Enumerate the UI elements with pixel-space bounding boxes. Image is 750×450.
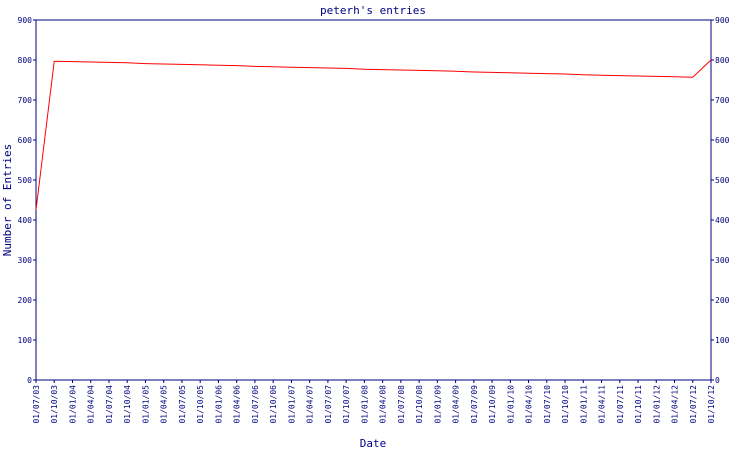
x-tick-label: 01/04/08 <box>379 385 388 424</box>
x-tick-label: 01/04/05 <box>160 385 169 424</box>
x-tick-label: 01/01/04 <box>68 385 77 424</box>
y-tick-label: 500 <box>18 176 33 185</box>
x-tick-label: 01/10/08 <box>415 385 424 424</box>
x-tick-label: 01/04/12 <box>671 385 680 424</box>
y2-tick-label: 600 <box>715 136 730 145</box>
x-tick-label: 01/07/09 <box>470 385 479 424</box>
y2-tick-label: 0 <box>715 376 720 385</box>
y2-tick-label: 800 <box>715 56 730 65</box>
y2-tick-label: 100 <box>715 336 730 345</box>
x-tick-label: 01/04/09 <box>452 385 461 424</box>
x-tick-label: 01/07/10 <box>543 385 552 424</box>
x-tick-label: 01/01/08 <box>360 385 369 424</box>
chart-title: peterh's entries <box>320 4 426 17</box>
x-tick-label: 01/07/04 <box>105 385 114 424</box>
y-tick-label: 400 <box>18 216 33 225</box>
x-tick-label: 01/07/11 <box>616 385 625 424</box>
x-tick-label: 01/01/07 <box>287 385 296 424</box>
x-tick-label: 01/04/04 <box>87 385 96 424</box>
x-tick-label: 01/10/06 <box>269 385 278 424</box>
x-tick-label: 01/10/03 <box>50 385 59 424</box>
x-tick-label: 01/10/11 <box>634 385 643 424</box>
y-tick-label: 600 <box>18 136 33 145</box>
x-tick-label: 01/07/07 <box>324 385 333 424</box>
y2-tick-label: 200 <box>715 296 730 305</box>
y2-tick-label: 500 <box>715 176 730 185</box>
y-tick-label: 200 <box>18 296 33 305</box>
x-tick-label: 01/10/10 <box>561 385 570 424</box>
y-tick-label: 300 <box>18 256 33 265</box>
data-line <box>35 59 712 211</box>
x-tick-label: 01/07/05 <box>178 385 187 424</box>
y-tick-label: 0 <box>27 376 32 385</box>
y2-tick-label: 700 <box>715 96 730 105</box>
y-tick-label: 800 <box>18 56 33 65</box>
x-tick-label: 01/01/09 <box>433 385 442 424</box>
x-axis-label: Date <box>360 437 387 450</box>
x-tick-label: 01/10/07 <box>342 385 351 424</box>
x-tick-label: 01/04/07 <box>306 385 315 424</box>
x-tick-label: 01/04/10 <box>525 385 534 424</box>
x-tick-label: 01/10/05 <box>196 385 205 424</box>
x-tick-label: 01/07/03 <box>32 385 41 424</box>
x-tick-label: 01/01/11 <box>579 385 588 424</box>
x-tick-label: 01/10/09 <box>488 385 497 424</box>
y2-tick-label: 300 <box>715 256 730 265</box>
y-tick-label: 900 <box>18 16 33 25</box>
x-tick-label: 01/10/04 <box>123 385 132 424</box>
x-tick-label: 01/01/06 <box>214 385 223 424</box>
x-tick-label: 01/07/06 <box>251 385 260 424</box>
y-tick-label: 700 <box>18 96 33 105</box>
x-tick-label: 01/01/05 <box>141 385 150 424</box>
x-tick-label: 01/01/10 <box>506 385 515 424</box>
y2-tick-label: 900 <box>715 16 730 25</box>
x-tick-label: 01/10/12 <box>707 385 716 424</box>
x-tick-label: 01/01/12 <box>652 385 661 424</box>
x-tick-label: 01/07/12 <box>689 385 698 424</box>
y2-tick-label: 400 <box>715 216 730 225</box>
plot-frame <box>35 19 712 381</box>
x-tick-label: 01/04/06 <box>233 385 242 424</box>
y-axis-label: Number of Entries <box>1 144 14 257</box>
x-tick-label: 01/07/08 <box>397 385 406 424</box>
x-tick-label: 01/04/11 <box>598 385 607 424</box>
y-tick-label: 100 <box>18 336 33 345</box>
